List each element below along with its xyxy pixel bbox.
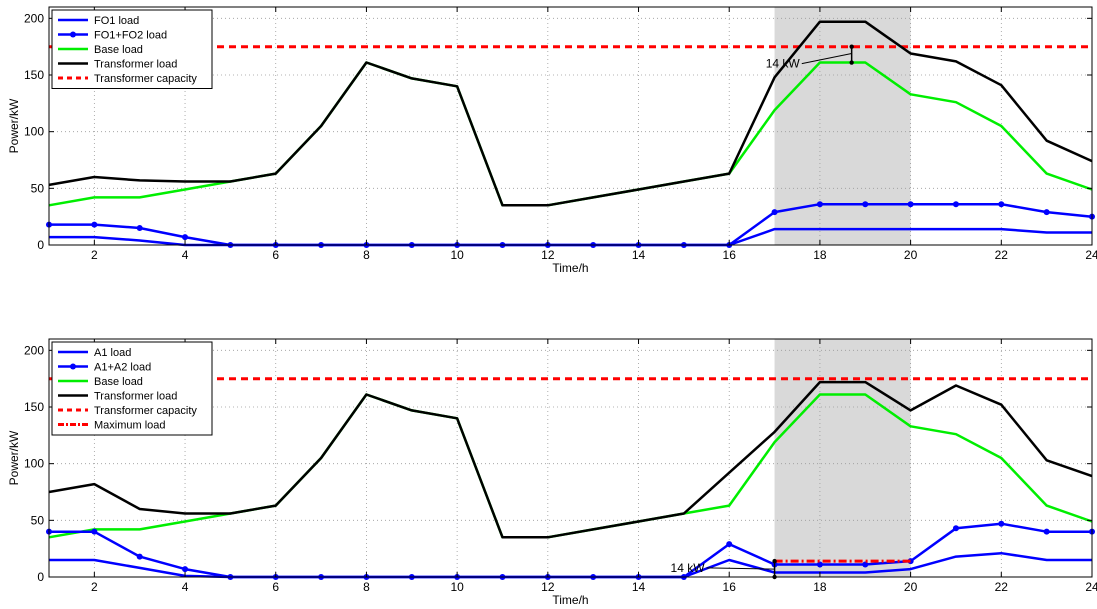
- x-tick-label: 6: [272, 248, 279, 262]
- data-point: [182, 234, 189, 241]
- data-point: [952, 201, 959, 208]
- legend-label: Base load: [94, 376, 143, 388]
- legend-marker: [70, 31, 76, 38]
- y-tick-label: 100: [24, 125, 44, 139]
- x-tick-label: 2: [91, 580, 98, 594]
- x-tick-label: 14: [632, 580, 646, 594]
- data-point: [952, 525, 959, 532]
- y-tick-label: 200: [24, 343, 44, 357]
- y-tick-label: 200: [24, 11, 44, 25]
- series-line-a1-a2-load: [49, 522, 1092, 579]
- data-point: [862, 561, 869, 568]
- legend-label: A1 load: [94, 347, 131, 359]
- data-point: [816, 201, 823, 208]
- legend-label: FO1+FO2 load: [94, 30, 167, 42]
- legend-box: [51, 341, 213, 436]
- x-tick-label: 18: [813, 580, 827, 594]
- legend-label: Transformer load: [94, 59, 177, 71]
- x-tick-label: 10: [450, 248, 464, 262]
- legend-label: Base load: [94, 44, 143, 56]
- x-tick-label: 4: [182, 580, 189, 594]
- x-tick-label: 12: [541, 248, 555, 262]
- legend-label: Transformer capacity: [94, 405, 197, 417]
- x-tick-label: 22: [995, 248, 1009, 262]
- annotation-label: 14 kW: [766, 57, 801, 71]
- annotation-bracket-end: [849, 60, 854, 65]
- y-axis-label: Power/kW: [7, 98, 21, 153]
- series-line-transformer-load: [48, 380, 1093, 539]
- legend-label: Transformer capacity: [94, 73, 197, 85]
- legend-label: A1+A2 load: [94, 362, 151, 374]
- x-axis-label: Time/h: [552, 593, 588, 607]
- x-tick-label: 8: [363, 580, 370, 594]
- data-point: [998, 520, 1005, 527]
- x-tick-label: 24: [1085, 248, 1097, 262]
- y-tick-label: 100: [24, 457, 44, 471]
- data-point: [771, 209, 778, 216]
- x-tick-label: 8: [363, 248, 370, 262]
- x-tick-label: 20: [904, 580, 918, 594]
- x-tick-label: 12: [541, 580, 555, 594]
- x-tick-label: 2: [91, 248, 98, 262]
- x-tick-label: 24: [1085, 580, 1097, 594]
- data-point: [998, 201, 1005, 208]
- x-tick-label: 10: [450, 580, 464, 594]
- legend-label: Transformer load: [94, 391, 177, 403]
- bottom-chart: 14 kW2 4 6 8 10 12 14 16 18 20 22 24050100150200Tim…: [7, 338, 1097, 607]
- data-point: [182, 566, 189, 573]
- series-line-transformer-load: [48, 20, 1093, 207]
- x-tick-label: 6: [272, 580, 279, 594]
- series-line-fo1-fo2-load: [49, 202, 1093, 247]
- data-point: [1043, 209, 1050, 216]
- annotation-label: 14 kW: [671, 561, 706, 575]
- data-point: [91, 528, 98, 535]
- y-tick-label: 50: [31, 181, 45, 195]
- annotation-pointer: [706, 567, 775, 570]
- y-tick-label: 150: [24, 68, 44, 82]
- y-tick-label: 0: [37, 570, 44, 584]
- x-tick-label: 16: [723, 248, 737, 262]
- shaded-interval: [774, 339, 911, 577]
- x-tick-label: 14: [632, 248, 646, 262]
- y-axis-label: Power/kW: [7, 430, 21, 485]
- data-point: [1043, 528, 1050, 535]
- x-tick-label: 4: [182, 248, 189, 262]
- x-tick-label: 16: [723, 580, 737, 594]
- legend-marker: [70, 363, 76, 370]
- annotation-bracket-end: [849, 44, 854, 49]
- legend-label: Maximum load: [94, 420, 166, 432]
- y-tick-label: 0: [37, 238, 44, 252]
- data-point: [907, 201, 914, 208]
- annotation-bracket-end: [772, 558, 777, 564]
- data-point: [91, 221, 98, 228]
- data-point: [816, 561, 823, 568]
- data-point: [726, 541, 733, 548]
- plot-frame: [48, 6, 1093, 246]
- legend-label: FO1 load: [94, 15, 139, 27]
- data-point: [862, 201, 869, 208]
- x-axis-label: Time/h: [552, 261, 588, 275]
- x-tick-label: 20: [904, 248, 918, 262]
- data-point: [136, 225, 143, 231]
- data-point: [136, 553, 143, 560]
- plot-frame: [48, 338, 1093, 578]
- y-tick-label: 50: [31, 513, 45, 527]
- y-tick-label: 150: [24, 400, 44, 414]
- x-tick-label: 22: [995, 580, 1009, 594]
- series-line-fo1-load: [49, 227, 1092, 247]
- x-tick-label: 18: [813, 248, 827, 262]
- annotation-pointer: [801, 52, 852, 65]
- top-chart: 14 kW2 4 6 8 10 12 14 16 18 20 22 24050100150200Tim…: [7, 6, 1097, 275]
